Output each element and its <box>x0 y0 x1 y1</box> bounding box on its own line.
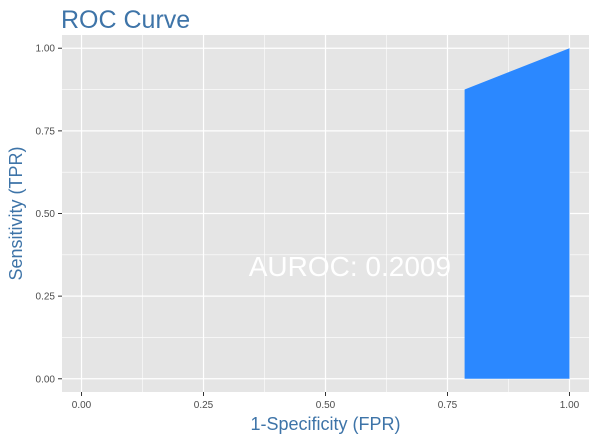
x-axis-title: 1-Specificity (FPR) <box>250 414 400 434</box>
x-axis-ticks: 0.00 0.25 0.50 0.75 1.00 <box>72 392 580 411</box>
y-tick-label: 0.25 <box>36 292 56 303</box>
y-tick-label: 0.50 <box>36 209 56 220</box>
x-tick-label: 1.00 <box>560 400 580 411</box>
series-layer <box>464 48 570 379</box>
grid-major <box>62 35 589 392</box>
chart-title: ROC Curve <box>61 6 190 34</box>
y-axis-ticks: 0.00 0.25 0.50 0.75 1.00 <box>36 44 62 385</box>
y-tick-label: 1.00 <box>36 44 56 55</box>
y-tick-label: 0.75 <box>36 126 56 137</box>
x-tick-label: 0.50 <box>316 400 336 411</box>
y-axis-title: Sensitivity (TPR) <box>6 146 26 280</box>
x-tick-label: 0.25 <box>194 400 214 411</box>
x-tick-label: 0.75 <box>438 400 458 411</box>
y-tick-label: 0.00 <box>36 374 56 385</box>
x-tick-label: 0.00 <box>72 400 92 411</box>
roc-area <box>464 48 570 379</box>
auroc-annotation: AUROC: 0.2009 <box>249 251 451 282</box>
